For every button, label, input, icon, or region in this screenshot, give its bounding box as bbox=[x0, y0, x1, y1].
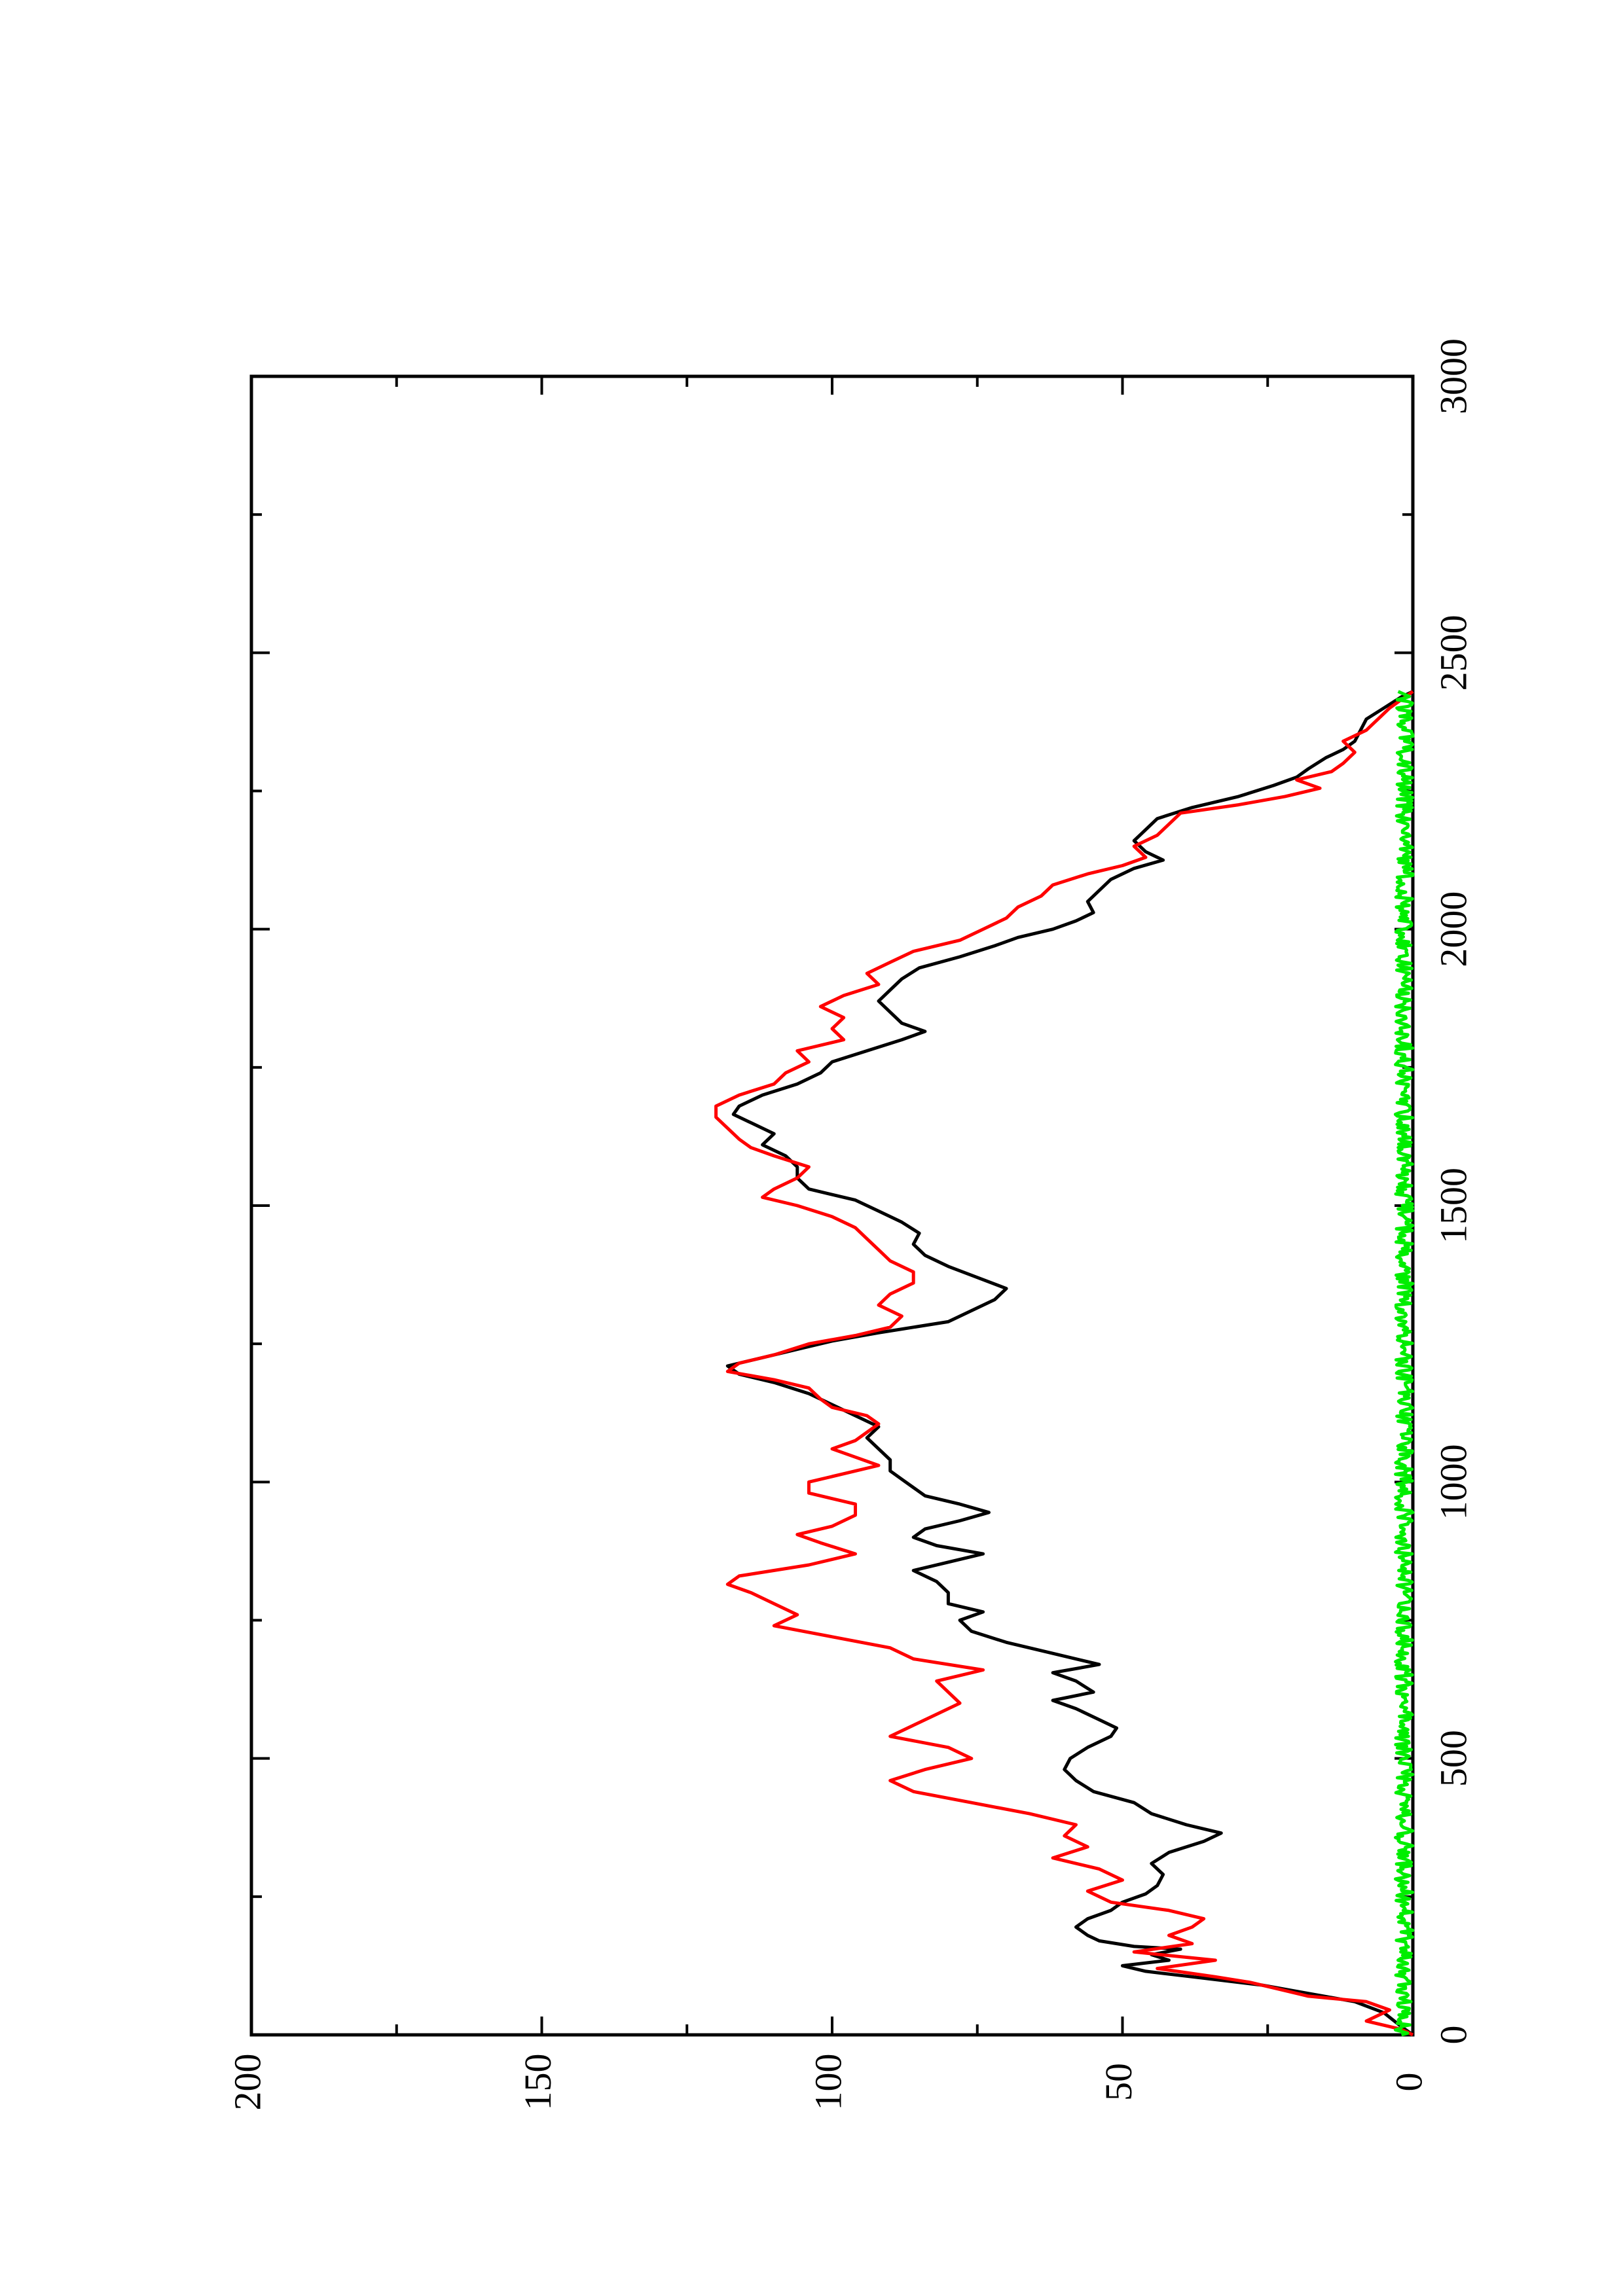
plot-area: 0 500 1000 1500 2000 2500 3000 0 50 100 150 200 bbox=[226, 338, 1474, 2111]
plot-frame bbox=[249, 374, 1415, 2037]
y-tick-label: 150 bbox=[517, 2054, 559, 2111]
series-line-2 bbox=[714, 690, 1414, 2037]
tick-labels: 0 500 1000 1500 2000 2500 3000 0 50 100 150 200 bbox=[226, 338, 1474, 2111]
series-lines bbox=[714, 690, 1415, 2037]
x-tick-label: 0 bbox=[1432, 2026, 1474, 2045]
x-tick-label: 2500 bbox=[1432, 615, 1474, 691]
y-tick-label: 100 bbox=[807, 2054, 849, 2111]
x-tick-label: 3000 bbox=[1432, 338, 1474, 414]
x-tick-label: 1500 bbox=[1432, 1168, 1474, 1244]
x-tick-label: 500 bbox=[1432, 1730, 1474, 1787]
x-tick-label: 2000 bbox=[1432, 891, 1474, 967]
series-line-1 bbox=[725, 690, 1414, 2037]
y-tick-label: 0 bbox=[1387, 2073, 1430, 2092]
axis-ticks bbox=[250, 375, 1414, 2036]
x-tick-label: 1000 bbox=[1432, 1444, 1474, 1520]
series-line-3 bbox=[1393, 690, 1415, 2037]
y-tick-label: 200 bbox=[226, 2054, 268, 2111]
y-tick-label: 50 bbox=[1097, 2063, 1140, 2101]
